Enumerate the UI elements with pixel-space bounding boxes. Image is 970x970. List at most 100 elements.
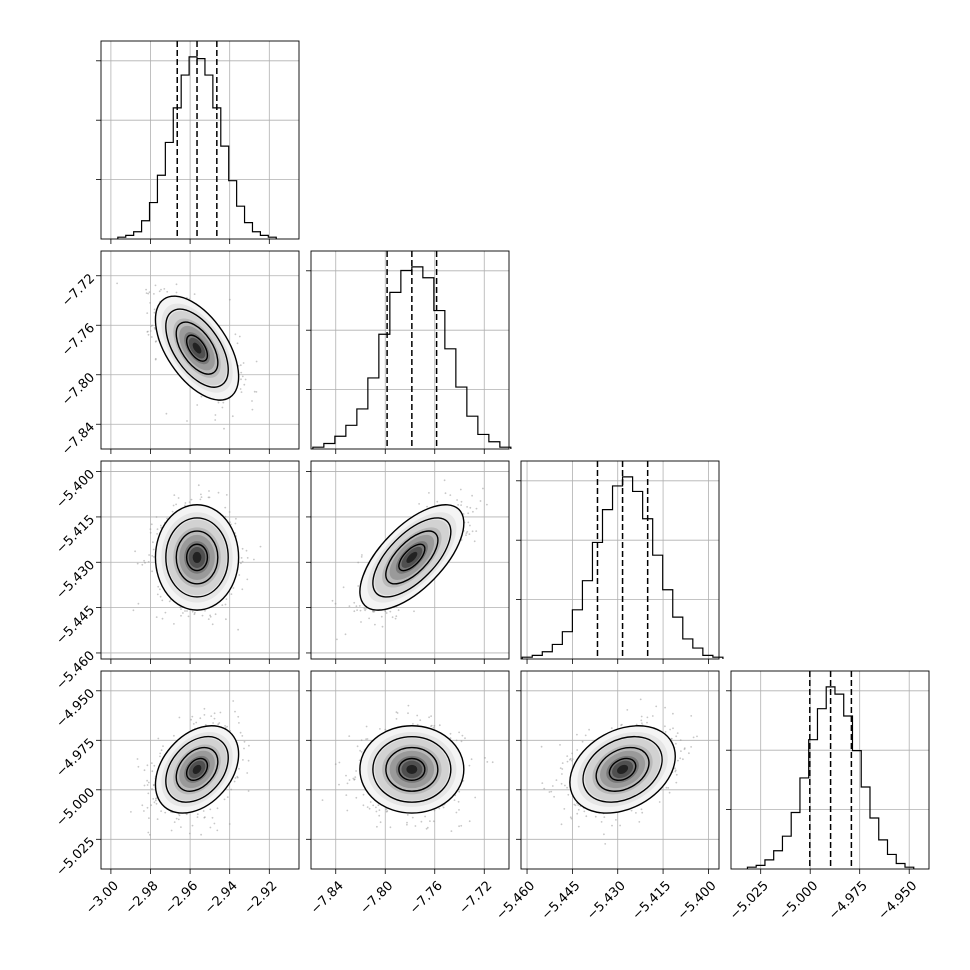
scatter-point xyxy=(418,503,420,505)
contour-line xyxy=(175,746,219,792)
scatter-point xyxy=(151,324,154,327)
scatter-point xyxy=(559,744,561,746)
scatter-point xyxy=(154,340,157,343)
scatter-point xyxy=(414,825,417,827)
scatter-point xyxy=(153,327,156,329)
scatter-point xyxy=(156,528,159,531)
scatter-point xyxy=(365,725,368,728)
x-tick-label: −5.025 xyxy=(727,878,772,923)
scatter-point xyxy=(195,721,198,724)
scatter-point xyxy=(436,500,439,503)
scatter-point xyxy=(473,540,476,543)
scatter-point xyxy=(149,833,151,836)
scatter-point xyxy=(209,826,212,829)
scatter-point xyxy=(223,427,225,430)
x-tick-label: −5.400 xyxy=(675,878,720,923)
scatter-point xyxy=(338,761,341,764)
scatter-point xyxy=(406,823,408,826)
density-level xyxy=(192,764,202,774)
scatter-point xyxy=(146,784,149,786)
scatter-point xyxy=(458,731,460,734)
scatter-point xyxy=(425,827,428,830)
histogram-panel xyxy=(306,250,512,454)
scatter-point xyxy=(213,822,216,825)
scatter-point xyxy=(214,419,217,421)
scatter-point xyxy=(211,816,214,819)
scatter-point xyxy=(228,823,231,825)
scatter-point xyxy=(569,758,571,761)
scatter-point xyxy=(449,737,452,740)
scatter-point xyxy=(186,420,188,422)
contour-line xyxy=(385,530,439,585)
x-tick-label: −3.00 xyxy=(83,878,122,917)
scatter-point xyxy=(460,740,463,743)
x-tick-label: −5.000 xyxy=(777,878,822,923)
scatter-point xyxy=(141,563,144,566)
scatter-point xyxy=(348,779,351,781)
scatter-point xyxy=(232,587,235,589)
scatter-point xyxy=(458,825,460,828)
y-tick-label: −4.950 xyxy=(53,686,98,731)
scatter-point xyxy=(356,745,359,748)
scatter-point xyxy=(470,758,473,761)
scatter-point xyxy=(171,510,174,513)
scatter-point xyxy=(364,609,366,612)
scatter-point xyxy=(577,825,580,828)
scatter-point xyxy=(184,502,187,504)
scatter-point xyxy=(566,760,569,763)
scatter-point xyxy=(199,717,202,720)
scatter-point xyxy=(395,615,398,618)
scatter-point xyxy=(344,633,347,636)
scatter-point xyxy=(241,588,244,591)
axes-frame xyxy=(730,670,930,870)
contour-line xyxy=(175,321,219,375)
scatter-point xyxy=(247,759,250,762)
axes-frame xyxy=(100,670,300,870)
scatter-point xyxy=(154,284,157,287)
scatter-point xyxy=(193,613,196,616)
scatter-point xyxy=(471,494,473,497)
scatter-point xyxy=(177,497,180,499)
scatter-point xyxy=(147,831,150,834)
scatter-point xyxy=(137,765,140,768)
scatter-point xyxy=(173,494,176,496)
scatter-point xyxy=(204,724,207,726)
scatter-point xyxy=(465,532,468,534)
scatter-point xyxy=(426,826,429,829)
scatter-point xyxy=(406,821,408,824)
scatter-point xyxy=(155,616,158,618)
scatter-point xyxy=(674,770,677,773)
scatter-point xyxy=(360,556,363,558)
scatter-point xyxy=(147,333,150,336)
scatter-point xyxy=(377,804,380,807)
scatter-point xyxy=(428,492,430,494)
scatter-point xyxy=(217,401,220,404)
scatter-point xyxy=(672,712,674,715)
scatter-point xyxy=(243,383,246,386)
scatter-point xyxy=(141,804,144,807)
scatter-point xyxy=(239,364,242,367)
scatter-point xyxy=(225,598,228,600)
scatter-point xyxy=(429,820,431,822)
scatter-point xyxy=(160,288,162,291)
scatter-point xyxy=(144,561,146,564)
scatter-point xyxy=(551,785,554,787)
scatter-point xyxy=(696,735,698,738)
scatter-point xyxy=(334,602,337,605)
scatter-point xyxy=(196,404,199,406)
scatter-point xyxy=(419,719,422,722)
scatter-point xyxy=(640,715,643,718)
scatter-point xyxy=(472,510,474,513)
scatter-panel xyxy=(306,460,510,664)
scatter-point xyxy=(116,282,118,285)
scatter-point xyxy=(146,779,149,782)
scatter-point xyxy=(397,609,400,612)
scatter-point xyxy=(203,714,206,716)
scatter-point xyxy=(149,330,152,332)
axes-frame xyxy=(310,670,510,870)
y-tick-label: −5.460 xyxy=(53,648,98,693)
scatter-point xyxy=(361,554,363,556)
scatter-point xyxy=(152,784,155,787)
scatter-point xyxy=(474,796,477,799)
scatter-point xyxy=(154,358,157,361)
